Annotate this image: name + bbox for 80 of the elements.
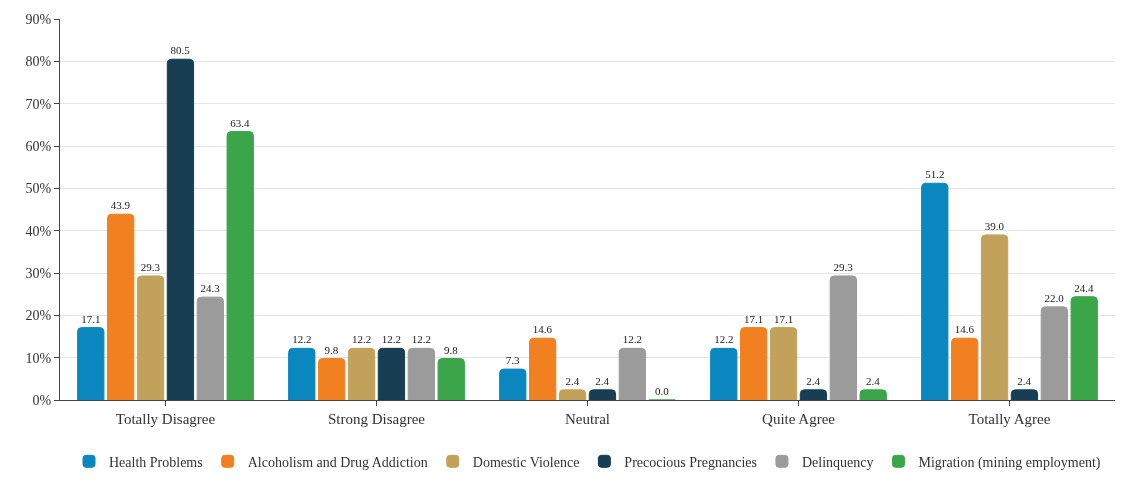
bar xyxy=(1010,389,1039,400)
y-tick-label: 30% xyxy=(25,265,52,281)
bar xyxy=(921,182,949,400)
bar xyxy=(377,347,406,400)
bar xyxy=(318,358,346,400)
data-label: 14.6 xyxy=(532,323,553,336)
bar xyxy=(769,327,798,400)
bar xyxy=(980,234,1009,400)
bar xyxy=(710,347,738,400)
data-label: 2.4 xyxy=(1017,374,1032,387)
legend-label: Precocious Pregnancies xyxy=(624,454,757,470)
bar xyxy=(499,368,527,400)
data-label: 63.4 xyxy=(230,116,251,129)
x-tick-label: Quite Agree xyxy=(762,411,836,427)
bar xyxy=(166,58,195,400)
bar xyxy=(226,131,254,400)
data-label: 24.4 xyxy=(1074,281,1095,294)
bar xyxy=(799,389,828,400)
y-tick-label: 0% xyxy=(32,392,52,408)
bar xyxy=(407,347,435,400)
data-label: 0.0 xyxy=(655,385,670,397)
data-label: 29.3 xyxy=(833,260,854,273)
y-tick-label: 80% xyxy=(25,54,52,70)
data-label: 2.4 xyxy=(595,374,610,387)
data-label: 43.9 xyxy=(110,199,131,212)
bar xyxy=(558,389,587,400)
data-label: 17.1 xyxy=(81,312,101,325)
data-label: 2.4 xyxy=(866,374,881,387)
y-tick-label: 50% xyxy=(25,181,52,197)
data-label: 29.3 xyxy=(140,260,161,273)
data-label: 17.1 xyxy=(773,312,794,325)
x-tick-label: Neutral xyxy=(565,411,610,427)
data-label: 51.2 xyxy=(925,168,945,181)
bar xyxy=(288,347,316,400)
data-label: 2.4 xyxy=(565,374,580,387)
bar xyxy=(136,275,165,400)
bar xyxy=(618,347,646,400)
data-label: 12.2 xyxy=(714,333,734,346)
data-label: 2.4 xyxy=(806,374,821,387)
data-label: 24.3 xyxy=(200,282,221,295)
bar xyxy=(196,296,224,400)
bar xyxy=(588,389,617,400)
x-tick-label: Totally Disagree xyxy=(115,411,216,427)
bar xyxy=(829,275,857,400)
legend-label: Delinquency xyxy=(801,454,874,470)
data-label: 14.6 xyxy=(954,323,975,336)
data-label: 12.2 xyxy=(381,333,402,346)
data-label: 12.2 xyxy=(351,333,372,346)
legend-label: Alcoholism and Drug Addiction xyxy=(247,454,428,470)
y-tick-label: 60% xyxy=(25,138,52,154)
data-label: 7.3 xyxy=(505,354,520,367)
legend-label: Migration (mining employment) xyxy=(918,454,1101,471)
data-label: 12.2 xyxy=(411,333,431,346)
bar xyxy=(1070,296,1098,400)
bar xyxy=(529,337,557,400)
y-tick-label: 70% xyxy=(25,96,52,112)
y-tick-label: 40% xyxy=(25,223,52,239)
data-label: 9.8 xyxy=(324,343,339,356)
data-label: 80.5 xyxy=(170,44,191,57)
data-label: 17.1 xyxy=(744,312,764,325)
bar xyxy=(740,327,768,400)
y-tick-label: 20% xyxy=(25,308,52,324)
legend-label: Health Problems xyxy=(109,454,203,470)
data-label: 39.0 xyxy=(984,219,1005,232)
data-label: 12.2 xyxy=(622,333,642,346)
x-tick-label: Strong Disagree xyxy=(327,411,426,427)
data-label: 22.0 xyxy=(1044,291,1065,304)
bar xyxy=(437,358,465,400)
legend-label: Domestic Violence xyxy=(472,454,580,470)
x-tick-label: Totally Agree xyxy=(968,411,1051,427)
data-label: 9.8 xyxy=(444,343,459,356)
bar xyxy=(951,337,979,400)
bar xyxy=(859,389,887,400)
bar xyxy=(107,213,135,400)
y-tick-label: 10% xyxy=(25,350,52,366)
bar xyxy=(347,347,376,400)
bar xyxy=(77,327,105,400)
bar xyxy=(1040,306,1068,400)
y-tick-label: 90% xyxy=(25,11,52,27)
data-label: 12.2 xyxy=(292,333,312,346)
